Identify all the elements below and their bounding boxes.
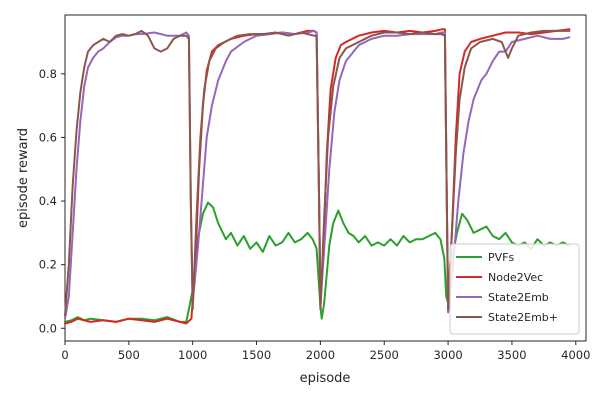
series-layer — [64, 28, 571, 325]
y-axis-ticks: 0.0 0.2 0.4 0.6 0.8 — [39, 67, 65, 335]
legend-label: Node2Vec — [488, 271, 543, 284]
x-tick-label: 4000 — [561, 348, 590, 362]
x-tick-label: 1500 — [242, 348, 271, 362]
x-tick-label: 0 — [61, 348, 68, 362]
x-tick-label: 3000 — [433, 348, 462, 362]
legend-label: State2Emb+ — [488, 311, 558, 324]
x-tick-label: 2500 — [370, 348, 399, 362]
legend: PVFs Node2Vec State2Emb State2Emb+ — [449, 243, 580, 335]
x-tick-label: 500 — [118, 348, 140, 362]
x-tick-label: 3500 — [497, 348, 526, 362]
legend-label: PVFs — [488, 251, 514, 264]
legend-label: State2Emb — [488, 291, 549, 304]
y-tick-label: 0.2 — [39, 258, 57, 272]
y-tick-label: 0.0 — [39, 321, 57, 335]
legend-box — [449, 243, 580, 335]
series-line-state2emb- — [64, 29, 571, 317]
series-line-pvfs — [64, 201, 571, 323]
x-axis-label: episode — [300, 371, 351, 386]
y-axis-label: episode reward — [16, 128, 31, 228]
y-tick-label: 0.6 — [39, 130, 57, 144]
y-tick-label: 0.8 — [39, 67, 57, 81]
series-line-state2emb — [64, 29, 571, 320]
x-tick-label: 2000 — [306, 348, 335, 362]
x-tick-label: 1000 — [178, 348, 207, 362]
y-tick-label: 0.4 — [39, 194, 57, 208]
x-axis-ticks: 0 500 1000 1500 2000 2500 3000 3500 4000 — [61, 341, 590, 362]
